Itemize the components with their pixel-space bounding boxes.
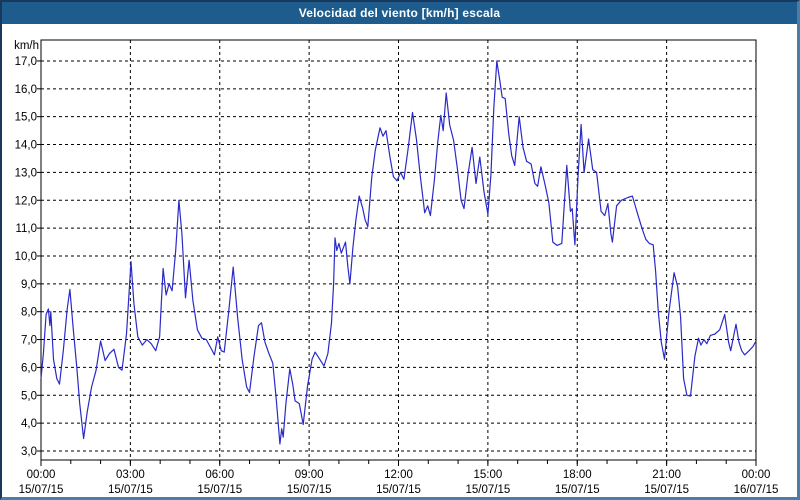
y-tick-label: 11,0 [15,223,37,235]
x-tick-time-label: 15:00 [473,469,502,481]
y-tick-label: 3,0 [21,446,37,458]
y-tick-label: 9,0 [21,279,37,291]
y-tick-label: 4,0 [21,418,37,430]
x-tick-date-label: 15/07/15 [465,484,510,496]
y-tick-label: 13,0 [15,167,37,179]
y-tick-label: 7,0 [21,335,37,347]
y-tick-label: 14,0 [15,140,37,152]
x-tick-date-label: 16/07/15 [734,484,779,496]
x-tick-date-label: 15/07/15 [555,484,600,496]
x-tick-time-label: 18:00 [563,469,592,481]
x-tick-time-label: 12:00 [384,469,413,481]
wind-speed-series-line [40,60,757,445]
y-tick-label: 6,0 [21,362,37,374]
y-axis-unit-label: km/h [14,40,39,52]
y-tick-label: 8,0 [21,307,37,319]
y-tick-label: 12,0 [15,195,37,207]
x-tick-date-label: 15/07/15 [197,484,242,496]
x-tick-date-label: 15/07/15 [644,484,689,496]
x-tick-time-label: 00:00 [27,469,56,481]
chart-title: Velocidad del viento [km/h] escala [2,2,797,24]
x-tick-date-label: 15/07/15 [108,484,153,496]
x-tick-date-label: 15/07/15 [287,484,332,496]
x-tick-time-label: 03:00 [116,469,145,481]
y-tick-label: 5,0 [21,390,37,402]
x-tick-time-label: 21:00 [652,469,681,481]
x-tick-time-label: 00:00 [742,469,771,481]
y-tick-label: 17,0 [15,56,37,68]
x-tick-time-label: 06:00 [205,469,234,481]
x-tick-date-label: 15/07/15 [376,484,421,496]
y-tick-label: 16,0 [15,84,37,96]
y-tick-label: 10,0 [15,251,37,263]
x-tick-date-label: 15/07/15 [19,484,64,496]
plot-border [40,39,757,461]
y-tick-label: 15,0 [15,112,37,124]
x-tick-time-label: 09:00 [295,469,324,481]
